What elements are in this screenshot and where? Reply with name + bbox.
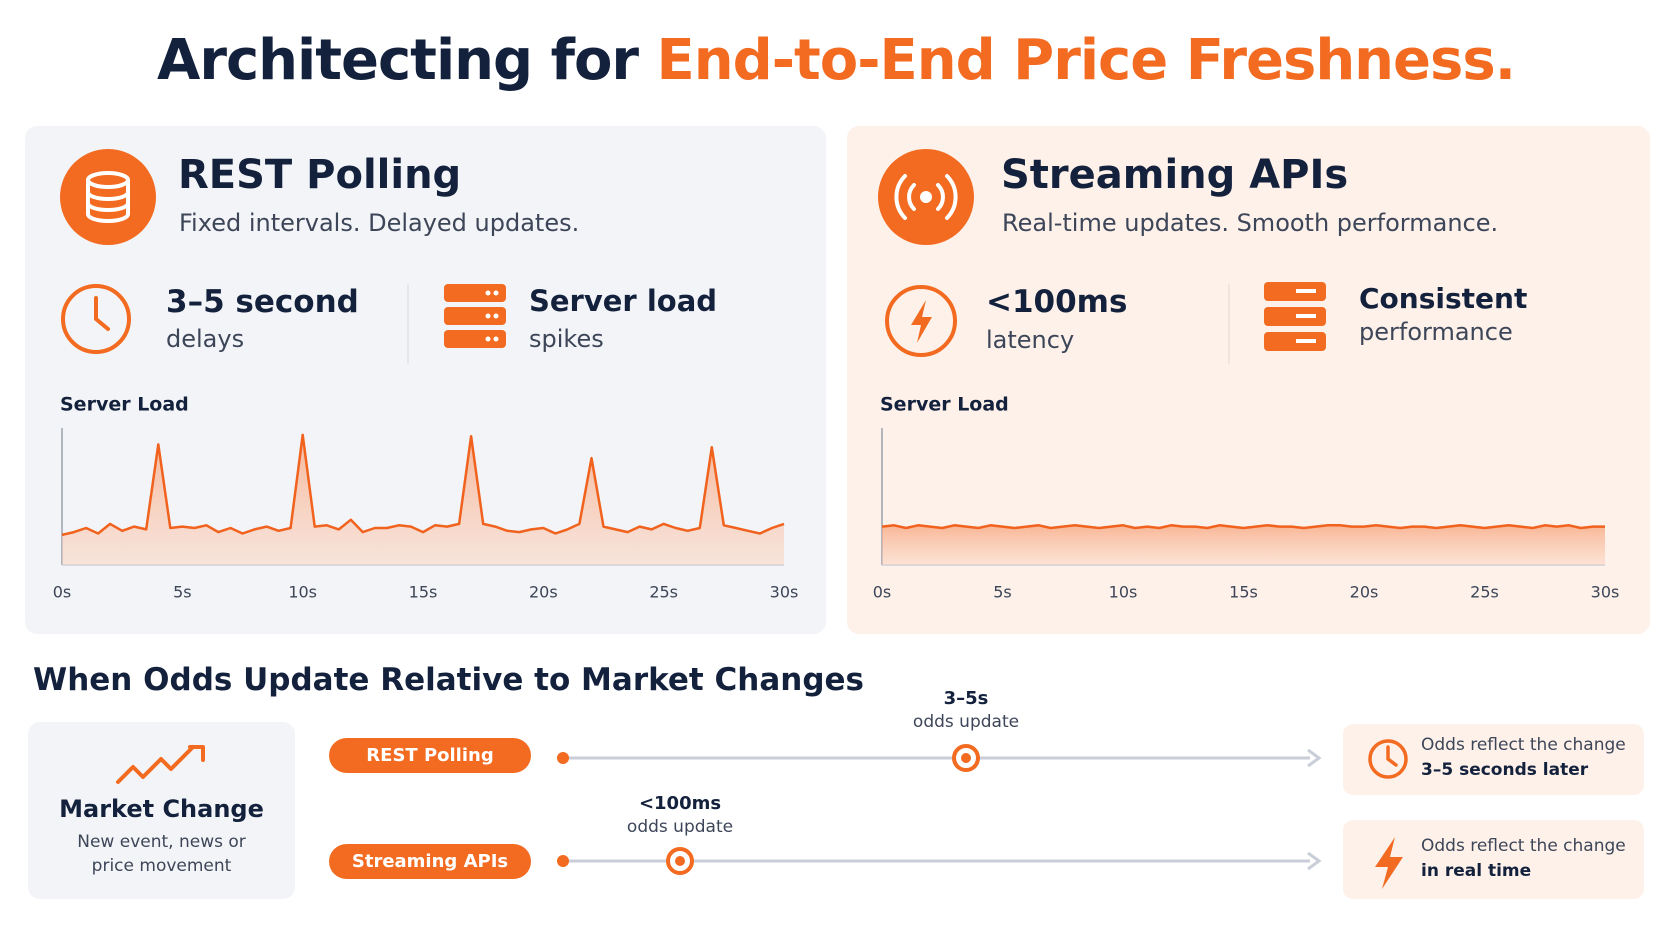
x-tick-label: 15s <box>1229 583 1258 602</box>
result-card <box>1343 724 1644 795</box>
bolt-icon <box>885 285 957 357</box>
x-tick-label: 10s <box>1109 583 1138 602</box>
server-icon <box>1264 282 1326 351</box>
result-text: 3–5 seconds later <box>1421 760 1589 780</box>
panel-title: REST Polling <box>178 152 462 198</box>
x-tick-label: 20s <box>1350 583 1379 602</box>
result-text: in real time <box>1421 861 1532 881</box>
x-tick-label: 30s <box>770 583 799 602</box>
row-pill: Streaming APIs <box>329 844 531 879</box>
timeline-track <box>557 847 1322 875</box>
x-tick-label: 10s <box>288 583 317 602</box>
stat-main: Consistent <box>1359 282 1528 315</box>
x-tick-label: 5s <box>993 583 1012 602</box>
broadcast-icon <box>878 149 974 245</box>
market-text: New event, news or price movement <box>77 832 246 876</box>
x-tick-label: 0s <box>53 583 72 602</box>
line <box>881 524 1605 530</box>
marker-main: 3–5s <box>943 688 989 709</box>
result-text: Odds reflect the change <box>1421 836 1626 856</box>
section-title: When Odds Update Relative to Market Chan… <box>33 662 865 698</box>
stat-sub: latency <box>986 326 1075 354</box>
stat-main: 3–5 second <box>166 284 359 320</box>
title-start: Architecting for <box>157 28 657 93</box>
x-tick-label: 20s <box>529 583 558 602</box>
x-tick-label: 25s <box>649 583 678 602</box>
clock-icon <box>61 284 131 354</box>
x-tick-label: 5s <box>173 583 192 602</box>
panel-title: Streaming APIs <box>1001 152 1349 198</box>
marker-sub: odds update <box>626 817 734 837</box>
chart-title: Server Load <box>880 394 1009 416</box>
stat-sub: spikes <box>529 325 604 353</box>
x-tick-label: 15s <box>409 583 438 602</box>
result-text: Odds reflect the change <box>1421 735 1626 755</box>
trend-icon <box>116 745 205 784</box>
server-icon <box>444 284 506 348</box>
clock-icon <box>1368 739 1408 779</box>
timeline-track <box>557 744 1322 772</box>
stat-sub: delays <box>166 325 245 353</box>
x-tick-label: 25s <box>1470 583 1499 602</box>
panel-subtitle: Fixed intervals. Delayed updates. <box>179 209 580 237</box>
page-title: Architecting for End-to-End Price Freshn… <box>0 28 1672 93</box>
row-pill: REST Polling <box>329 738 531 773</box>
bolt-icon <box>1375 837 1403 889</box>
title-highlight: End-to-End Price Freshness. <box>656 28 1516 93</box>
x-tick-label: 30s <box>1591 583 1620 602</box>
stat-main: <100ms <box>986 284 1128 320</box>
area <box>62 434 784 565</box>
chart-title: Server Load <box>60 394 189 416</box>
panel-subtitle: Real-time updates. Smooth performance. <box>1002 209 1499 237</box>
line <box>61 433 785 537</box>
marker-main: <100ms <box>638 793 722 814</box>
area <box>882 525 1605 565</box>
marker-sub: odds update <box>912 712 1020 732</box>
x-tick-label: 0s <box>873 583 892 602</box>
stat-sub: performance <box>1359 318 1513 346</box>
stat-main: Server load <box>529 284 718 318</box>
database-icon <box>60 149 156 245</box>
market-card <box>28 722 295 899</box>
market-title: Market Change <box>59 795 264 823</box>
